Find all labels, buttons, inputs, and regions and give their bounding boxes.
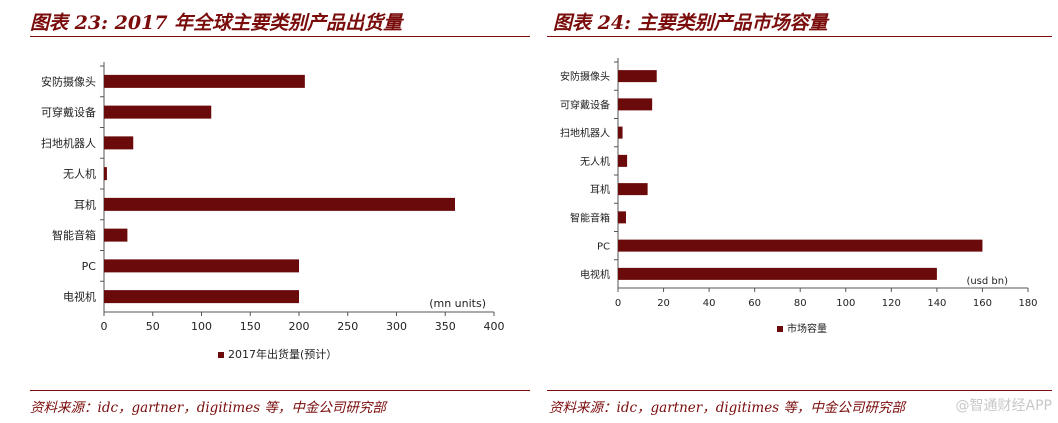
category-label: 电视机 — [63, 290, 96, 304]
left-chart-title: 图表 23: 2017 年全球主要类别产品出货量 — [30, 12, 403, 34]
x-tick-label: 60 — [748, 298, 761, 309]
bar — [104, 167, 107, 181]
legend-label: 市场容量 — [787, 322, 827, 335]
bar — [618, 183, 648, 196]
left-chart-panel: 图表 23: 2017 年全球主要类别产品出货量 安防摄像头可穿戴设备扫地机器人… — [30, 12, 530, 416]
x-tick-label: 300 — [386, 320, 407, 333]
category-label: 耳机 — [74, 197, 96, 211]
category-label: 耳机 — [590, 183, 610, 196]
category-label: 智能音箱 — [570, 211, 610, 224]
category-label: 无人机 — [580, 155, 610, 168]
x-tick-label: 150 — [240, 320, 261, 333]
bar — [618, 154, 628, 167]
category-label: 可穿戴设备 — [41, 105, 96, 119]
legend-swatch — [777, 326, 783, 332]
bar — [618, 267, 937, 280]
x-tick-label: 350 — [435, 320, 456, 333]
bar — [618, 70, 657, 83]
category-label: PC — [597, 242, 610, 253]
bar — [618, 98, 653, 111]
x-tick-label: 100 — [836, 298, 855, 309]
x-tick-label: 250 — [337, 320, 358, 333]
x-tick-label: 40 — [703, 298, 716, 309]
bar — [104, 136, 134, 150]
bar — [104, 105, 212, 119]
bar — [618, 211, 626, 224]
category-label: 可穿戴设备 — [560, 98, 610, 111]
left-source-note: 资料来源：idc，gartner，digitimes 等，中金公司研究部 — [30, 400, 386, 416]
right-chart-panel: 图表 24: 主要类别产品市场容量 安防摄像头可穿戴设备扫地机器人无人机耳机智能… — [545, 0, 1058, 423]
category-label: 无人机 — [63, 167, 96, 181]
x-tick-label: 140 — [927, 298, 946, 309]
x-tick-label: 120 — [882, 298, 901, 309]
left-source-rule — [30, 390, 530, 391]
x-tick-label: 0 — [615, 298, 621, 309]
right-source-rule — [547, 390, 1052, 391]
bar — [104, 74, 305, 88]
right-source-note: 资料来源：idc，gartner，digitimes 等，中金公司研究部 — [549, 400, 905, 416]
legend-swatch — [218, 352, 224, 358]
legend-label: 2017年出货量(预计） — [228, 347, 337, 361]
category-label: 安防摄像头 — [41, 74, 96, 88]
category-label: 扫地机器人 — [41, 136, 96, 150]
bar — [104, 197, 455, 211]
unit-label: (mn units) — [429, 297, 486, 310]
bar — [618, 126, 623, 139]
x-tick-label: 400 — [484, 320, 505, 333]
watermark-text: @智通财经APP — [955, 398, 1052, 414]
bar — [104, 228, 128, 242]
x-tick-label: 100 — [191, 320, 212, 333]
bar — [104, 259, 299, 273]
category-label: 电视机 — [580, 268, 610, 281]
x-tick-label: 160 — [973, 298, 992, 309]
category-label: 扫地机器人 — [560, 127, 610, 140]
category-label: 安防摄像头 — [560, 70, 610, 83]
x-tick-label: 80 — [794, 298, 807, 309]
x-tick-label: 180 — [1018, 298, 1037, 309]
x-tick-label: 50 — [146, 320, 160, 333]
bar — [104, 290, 299, 304]
x-tick-label: 200 — [289, 320, 310, 333]
bar — [618, 239, 983, 252]
category-label: 智能音箱 — [52, 228, 96, 242]
left-title-rule — [30, 36, 530, 37]
right-title-rule — [547, 36, 1052, 37]
x-tick-label: 0 — [101, 320, 108, 333]
right-chart-title: 图表 24: 主要类别产品市场容量 — [553, 12, 828, 34]
category-label: PC — [82, 260, 97, 273]
unit-label: (usd bn) — [966, 276, 1008, 287]
x-tick-label: 20 — [657, 298, 670, 309]
